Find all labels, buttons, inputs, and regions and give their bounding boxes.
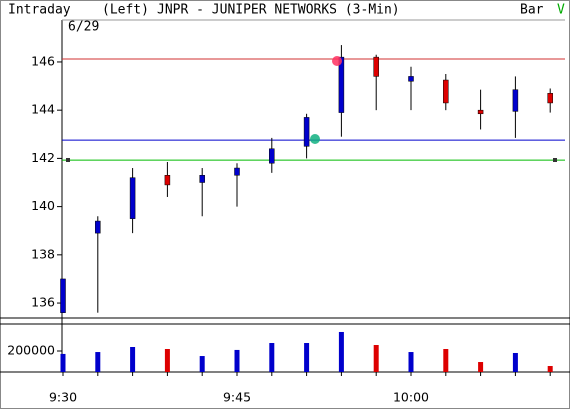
candle-body bbox=[129, 177, 136, 219]
x-tick-label: 9:45 bbox=[223, 390, 251, 405]
mode-label: Intraday bbox=[8, 3, 71, 18]
y-tick-label: 144 bbox=[31, 102, 55, 117]
volume-bar bbox=[408, 352, 414, 372]
side-label: (Left) bbox=[102, 3, 149, 18]
volume-bar bbox=[60, 353, 66, 372]
candle-body bbox=[547, 93, 553, 104]
candle-body bbox=[269, 148, 275, 164]
alert-dot bbox=[310, 134, 320, 144]
x-tick-label: 9:30 bbox=[49, 390, 77, 405]
candle-body bbox=[95, 220, 101, 234]
volume-bar bbox=[164, 348, 170, 372]
volume-bar bbox=[512, 352, 518, 372]
alert-dot bbox=[332, 56, 342, 66]
volume-bar bbox=[547, 366, 553, 372]
level-marker bbox=[66, 158, 70, 162]
flag-label: V bbox=[557, 3, 565, 18]
candle-body bbox=[199, 175, 205, 183]
y-tick-label: 200000 bbox=[7, 342, 55, 357]
candle-body bbox=[164, 175, 171, 186]
level-marker bbox=[553, 158, 557, 162]
candle-body bbox=[234, 167, 240, 176]
volume-bar bbox=[234, 349, 240, 372]
volume-bar bbox=[199, 356, 205, 372]
candle-body bbox=[477, 109, 484, 115]
volume-bar bbox=[130, 347, 136, 372]
plot: 136 138 140 142 144 146 9:30 9:45 10:00 200000 bbox=[7, 45, 565, 405]
volume-bar bbox=[373, 345, 379, 372]
volume-bar bbox=[304, 343, 310, 372]
y-tick-label: 142 bbox=[31, 150, 55, 165]
date-label: 6/29 bbox=[68, 20, 99, 35]
candle-body bbox=[512, 89, 519, 112]
volume-bar bbox=[478, 362, 484, 372]
chart-title: JNPR - JUNIPER NETWORKS (3-Min) bbox=[157, 3, 400, 18]
volume-bar bbox=[443, 348, 449, 372]
candle-body bbox=[408, 76, 414, 82]
volume-bar bbox=[269, 343, 275, 372]
candle-body bbox=[60, 278, 66, 313]
candle-body bbox=[303, 117, 310, 147]
candle-body bbox=[443, 79, 449, 104]
y-tick-label: 140 bbox=[31, 198, 55, 213]
y-tick-label: 138 bbox=[31, 246, 55, 261]
y-tick-label: 136 bbox=[31, 295, 55, 310]
volume-bar bbox=[95, 352, 101, 372]
x-tick-label: 10:00 bbox=[393, 390, 429, 405]
candle-body bbox=[338, 56, 345, 113]
y-tick-label: 146 bbox=[31, 53, 55, 68]
candle-body bbox=[373, 56, 379, 77]
style-label: Bar bbox=[520, 3, 544, 18]
volume-bar bbox=[338, 331, 344, 372]
